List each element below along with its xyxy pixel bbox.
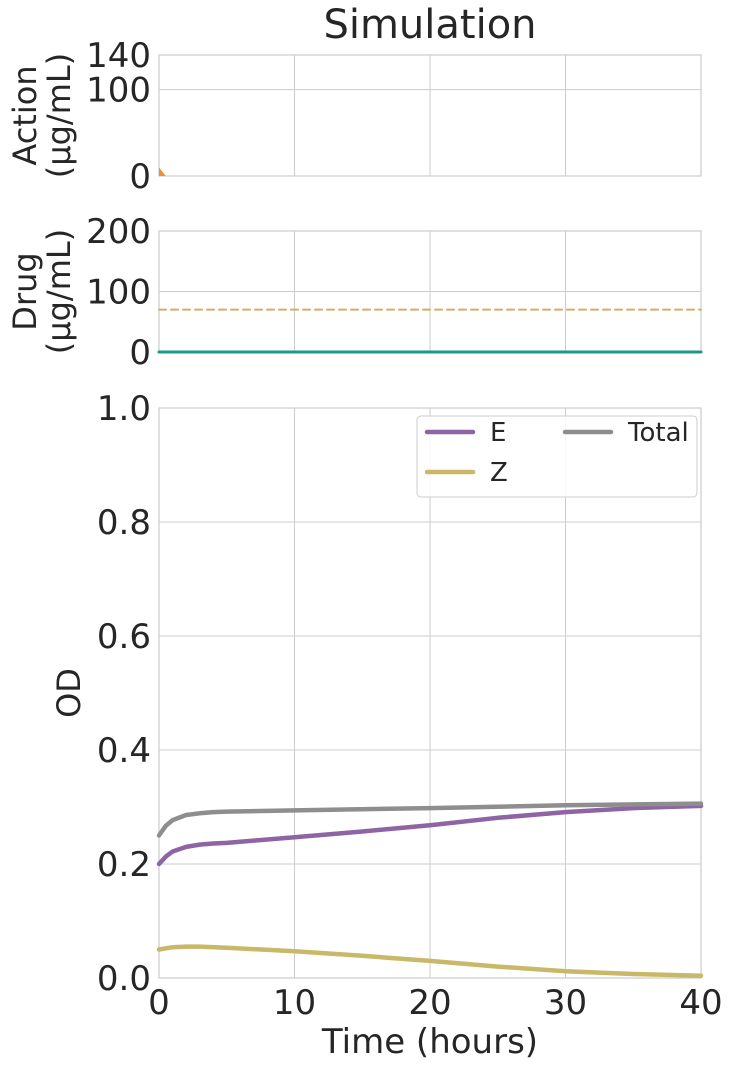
od-panel: 0.0 0.2 0.4 0.6 0.8 1.0 OD 0 10 20 30 40 EZ Total [50, 389, 723, 1023]
y-tick-label: 100 [86, 71, 151, 111]
legend-label-z: Z [490, 458, 508, 488]
plot-frame [158, 54, 702, 177]
legend-label-total: Total [627, 418, 689, 448]
legend-label-e: E [490, 418, 506, 448]
x-tick-label: 0 [148, 983, 170, 1023]
y-tick-label: 1.0 [97, 389, 151, 429]
y-axis-label: OD [50, 668, 88, 718]
action-area [159, 167, 166, 176]
y-tick-label: 0.6 [97, 617, 151, 657]
y-tick-label: 0 [129, 333, 151, 373]
y-axis-label: Action [6, 65, 44, 165]
drug-panel: 0 100 200 Drug(µg/mL) [6, 212, 703, 373]
y-tick-label: 100 [86, 273, 151, 313]
x-tick-label: 10 [273, 983, 316, 1023]
x-axis-label: Time (hours) [321, 1022, 538, 1062]
chart-title: Simulation [323, 2, 536, 48]
legend-box [416, 415, 698, 498]
series-line-e [156, 803, 704, 867]
series-line-total [156, 801, 704, 838]
x-tick-label: 30 [544, 983, 587, 1023]
y-tick-label: 0.4 [97, 731, 151, 771]
plot-frame [158, 407, 702, 979]
y-axis-label: (µg/mL) [40, 53, 78, 178]
x-tick-label: 20 [408, 983, 451, 1023]
y-tick-label: 0.0 [97, 959, 151, 999]
y-tick-label: 0.8 [97, 503, 151, 543]
y-tick-label: 0 [129, 157, 151, 197]
y-axis-label: Drug [6, 252, 44, 330]
series-line-z [156, 944, 704, 978]
y-tick-label: 140 [86, 36, 151, 76]
y-axis-label: (µg/mL) [40, 229, 78, 354]
y-tick-label: 0.2 [97, 845, 151, 885]
y-tick-label: 200 [86, 212, 151, 252]
x-tick-label: 40 [679, 983, 722, 1023]
